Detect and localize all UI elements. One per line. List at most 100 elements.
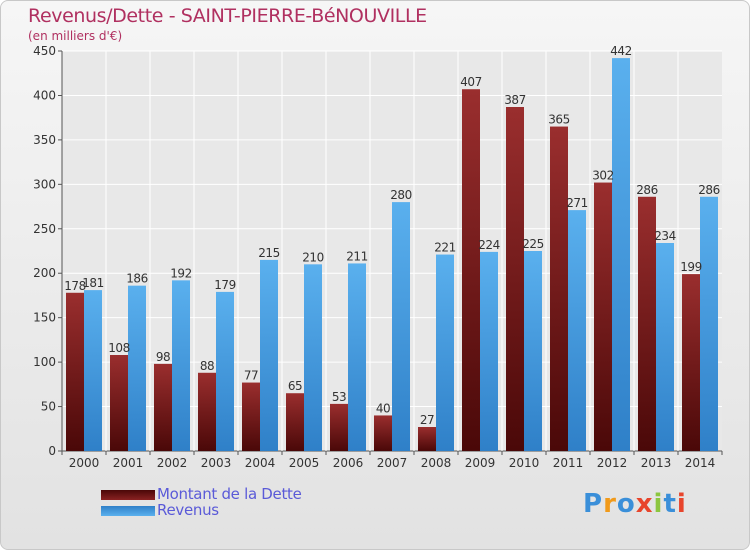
bar-debt <box>154 363 172 451</box>
x-tick-label: 2000 <box>69 456 100 470</box>
y-tick-label: 0 <box>48 444 56 458</box>
y-tick-label: 400 <box>33 88 56 102</box>
x-tick-label: 2001 <box>113 456 144 470</box>
bar-debt <box>462 89 480 451</box>
chart-subtitle: (en milliers d'€) <box>28 29 123 43</box>
value-label-revenue: 442 <box>610 44 631 58</box>
logo-letter: P <box>583 489 604 519</box>
value-label-revenue: 179 <box>214 278 235 292</box>
value-label-debt: 407 <box>460 75 481 89</box>
bar-debt <box>330 403 348 451</box>
bar-debt <box>418 427 436 451</box>
bar-debt <box>682 274 700 451</box>
bar-revenue <box>260 259 278 451</box>
x-tick-label: 2005 <box>289 456 320 470</box>
value-label-revenue: 225 <box>522 237 543 251</box>
value-label-revenue: 186 <box>126 272 147 286</box>
value-label-revenue: 234 <box>654 229 675 243</box>
logo-letter: x <box>635 489 654 519</box>
bar-debt <box>550 126 568 452</box>
y-tick-label: 200 <box>33 266 56 280</box>
value-label-debt: 387 <box>504 93 525 107</box>
x-tick-label: 2009 <box>465 456 496 470</box>
value-label-debt: 40 <box>376 401 390 415</box>
y-tick-label: 250 <box>33 222 56 236</box>
value-label-debt: 77 <box>244 369 258 383</box>
bar-debt <box>506 107 524 451</box>
legend-swatch-debt <box>101 490 155 500</box>
value-label-debt: 178 <box>64 279 85 293</box>
legend-label-revenue: Revenus <box>157 501 219 519</box>
bar-revenue <box>348 263 366 451</box>
x-tick-label: 2013 <box>641 456 672 470</box>
x-tick-label: 2008 <box>421 456 452 470</box>
legend-swatch-revenue <box>101 506 155 516</box>
value-label-revenue: 271 <box>566 196 587 210</box>
bar-debt <box>66 292 84 451</box>
value-label-debt: 365 <box>548 113 569 127</box>
chart-title: Revenus/Dette - SAINT-PIERRE-BéNOUVILLE <box>28 5 427 27</box>
x-tick-label: 2002 <box>157 456 188 470</box>
x-tick-label: 2004 <box>245 456 276 470</box>
value-label-debt: 53 <box>332 390 346 404</box>
bar-debt <box>286 393 304 451</box>
logo-letter: i <box>653 489 664 519</box>
value-label-debt: 108 <box>108 341 129 355</box>
x-tick-label: 2003 <box>201 456 232 470</box>
value-label-revenue: 221 <box>434 241 455 255</box>
value-label-revenue: 211 <box>346 249 367 263</box>
value-label-revenue: 181 <box>82 276 103 290</box>
bar-revenue <box>656 243 674 451</box>
x-tick-label: 2007 <box>377 456 408 470</box>
value-label-revenue: 280 <box>390 188 411 202</box>
bar-revenue <box>128 285 146 451</box>
bar-revenue <box>700 196 718 451</box>
proxiti-logo: Proxiti <box>583 489 687 519</box>
value-label-revenue: 210 <box>302 250 323 264</box>
bar-revenue <box>392 202 410 451</box>
value-label-debt: 286 <box>636 183 657 197</box>
value-label-debt: 98 <box>156 350 170 364</box>
bar-revenue <box>216 291 234 451</box>
x-tick-label: 2012 <box>597 456 628 470</box>
bar-debt <box>242 382 260 451</box>
bar-revenue <box>84 290 102 451</box>
y-tick-label: 450 <box>33 44 56 58</box>
bar-debt <box>110 355 128 451</box>
x-tick-label: 2010 <box>509 456 540 470</box>
value-label-debt: 65 <box>288 379 302 393</box>
y-tick-label: 100 <box>33 355 56 369</box>
y-tick-label: 50 <box>41 400 56 414</box>
bar-layer <box>66 58 718 452</box>
value-label-debt: 302 <box>592 169 613 183</box>
bar-debt <box>594 182 612 452</box>
value-label-revenue: 215 <box>258 246 279 260</box>
bar-revenue <box>568 210 586 451</box>
x-tick-label: 2014 <box>685 456 716 470</box>
value-label-revenue: 286 <box>698 183 719 197</box>
bar-revenue <box>304 264 322 451</box>
value-label-revenue: 224 <box>478 238 499 252</box>
x-tick-label: 2011 <box>553 456 584 470</box>
y-tick-label: 350 <box>33 133 56 147</box>
y-tick-label: 300 <box>33 177 56 191</box>
value-label-debt: 27 <box>420 413 434 427</box>
x-tick-label: 2006 <box>333 456 364 470</box>
bar-revenue <box>480 251 498 451</box>
value-label-debt: 199 <box>680 260 701 274</box>
logo-letter: o <box>616 489 636 519</box>
logo-letter: i <box>676 489 687 519</box>
bar-revenue <box>524 251 542 451</box>
bar-revenue <box>172 280 190 451</box>
bar-revenue <box>436 254 454 451</box>
bar-debt <box>374 415 392 451</box>
logo-letter: r <box>603 489 617 519</box>
bar-revenue <box>612 58 630 451</box>
value-label-debt: 88 <box>200 359 214 373</box>
bar-debt <box>638 196 656 451</box>
y-tick-label: 150 <box>33 311 56 325</box>
legend-label-debt: Montant de la Dette <box>157 485 302 503</box>
